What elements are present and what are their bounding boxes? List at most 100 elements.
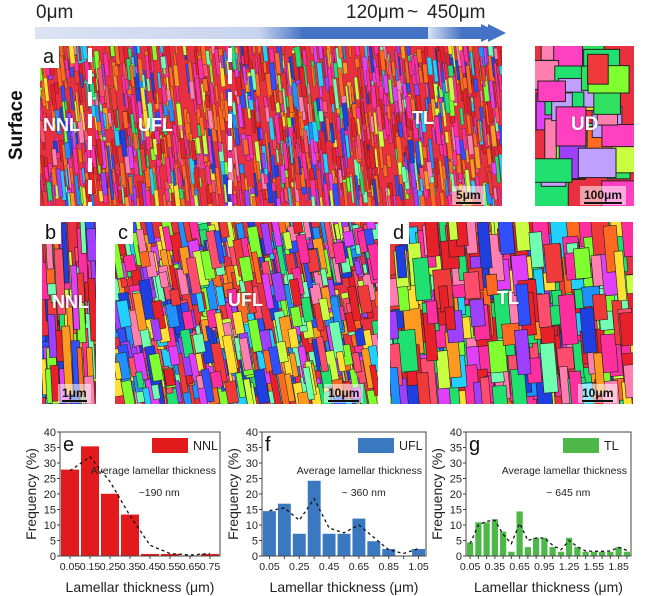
grain (400, 46, 406, 60)
grain (207, 141, 214, 165)
histogram-bar (482, 521, 491, 557)
grain (281, 142, 290, 170)
grain (394, 175, 400, 197)
grain (139, 124, 145, 142)
grain (353, 76, 360, 101)
grain (465, 65, 473, 95)
grain (115, 361, 123, 380)
region-label-ufl: UFL (138, 115, 173, 135)
legend-label: NNL (193, 439, 218, 453)
grain (47, 313, 58, 358)
grain (368, 146, 376, 170)
grain (332, 183, 340, 206)
grain-texture (42, 222, 96, 404)
histogram-bar (351, 517, 367, 557)
grain (341, 102, 350, 131)
grain (166, 89, 172, 102)
grain (222, 334, 238, 375)
grain (447, 46, 453, 55)
grain (151, 46, 158, 61)
grain (183, 176, 190, 202)
grain (349, 176, 355, 204)
legend-label: UFL (399, 439, 423, 453)
grain (372, 46, 380, 56)
grain (420, 111, 427, 133)
grain (160, 56, 167, 69)
histogram-bar (474, 521, 483, 557)
grain (160, 138, 166, 154)
grain (422, 63, 429, 84)
panel-label-b: b (42, 222, 62, 244)
histogram-bar (306, 479, 322, 557)
histogram-nnl: 0 5 10 15 20 25 30 35 40 0.05 0.15 0.25 0.35 0.45 0.55… (23, 427, 221, 595)
grain (376, 105, 383, 132)
histogram-bar (321, 532, 337, 557)
grain (279, 190, 285, 204)
histogram-bar (411, 548, 426, 557)
ebsd-map-c (115, 222, 378, 404)
grain (618, 311, 633, 347)
grain (572, 247, 592, 280)
grain-texture (390, 222, 633, 404)
grain (535, 158, 573, 183)
grain (289, 305, 303, 328)
grain (331, 257, 342, 284)
region-label-tl: TL (412, 108, 434, 128)
tilde-separator: ~ (407, 2, 419, 23)
scale-bar-d: 10μm (578, 384, 618, 403)
x-tick-label: 0.85 (379, 561, 400, 573)
grain (493, 47, 499, 60)
ufl-tl-boundary (228, 48, 232, 206)
grain (410, 98, 417, 114)
grain (190, 140, 197, 161)
grain (104, 85, 111, 110)
x-tick-label: 0.55 (160, 561, 181, 573)
grain (332, 241, 347, 265)
grain (335, 116, 342, 132)
x-tick-label: 0.05 (460, 561, 481, 573)
grain (135, 46, 141, 54)
grain (138, 278, 157, 321)
grain (448, 160, 454, 174)
grain (108, 170, 115, 200)
y-tick-label: 15 (44, 505, 56, 517)
y-axis-label: Frequency (%) (429, 448, 445, 540)
grain (416, 48, 423, 64)
grain (298, 96, 305, 113)
grain (401, 112, 408, 140)
grain (439, 191, 446, 206)
grain (268, 62, 277, 91)
grain (214, 85, 219, 103)
grain (335, 156, 342, 170)
annotation-title: Average lamellar thickness (297, 465, 422, 477)
grain (59, 55, 66, 82)
grain (287, 62, 293, 86)
grain (164, 189, 171, 202)
grain (193, 50, 200, 76)
grain (176, 167, 182, 190)
grain (424, 98, 429, 111)
grain (268, 346, 282, 376)
grain (208, 47, 213, 62)
grain (148, 352, 164, 382)
grain (120, 379, 137, 404)
y-tick-label: 30 (246, 458, 258, 470)
x-tick-label: 0.25 (100, 561, 121, 573)
surface-label: Surface (6, 90, 27, 160)
grain (539, 342, 559, 394)
grain (444, 155, 450, 179)
grain (287, 187, 294, 206)
grain (365, 70, 372, 93)
grain (67, 46, 76, 65)
grain (140, 87, 147, 111)
grain (447, 194, 453, 206)
grain (181, 222, 193, 243)
grain (357, 163, 362, 174)
histogram-bar (366, 540, 382, 557)
legend-label: TL (604, 439, 619, 453)
grain (156, 143, 163, 160)
grain (107, 112, 113, 125)
grain (202, 63, 209, 77)
grain (479, 90, 484, 102)
x-tick-label: 1.55 (584, 561, 605, 573)
